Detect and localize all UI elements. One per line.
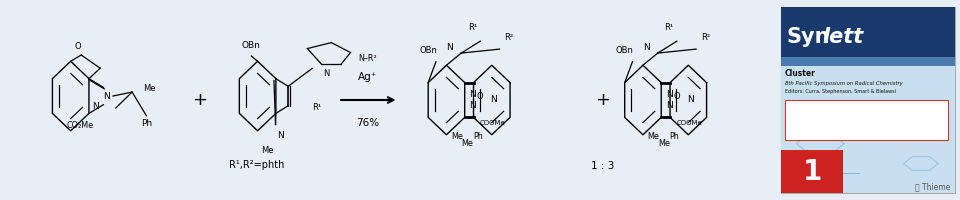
Text: OBn: OBn [615,46,634,55]
Text: N–R²: N–R² [358,54,377,63]
Text: Editors: Curra, Stephenson, Smart & Bielawsi: Editors: Curra, Stephenson, Smart & Biel… [785,89,896,94]
Text: Me: Me [143,84,156,93]
FancyBboxPatch shape [781,7,955,58]
Text: Syn: Syn [787,27,830,47]
Text: R¹: R¹ [468,23,477,32]
Text: COOMe: COOMe [677,120,702,126]
Text: O: O [673,92,680,101]
Text: Me: Me [451,132,463,141]
FancyBboxPatch shape [785,100,948,140]
Text: Ph: Ph [670,132,680,141]
Text: R²: R² [701,33,710,42]
Text: N: N [469,90,476,99]
Text: N: N [446,43,453,52]
Text: N: N [469,101,476,110]
Text: N: N [666,101,673,110]
Text: Me: Me [648,132,660,141]
Text: R²: R² [505,33,514,42]
Text: Me: Me [262,146,275,155]
Text: N: N [103,92,109,101]
Text: OBn: OBn [420,46,437,55]
Text: N: N [92,102,99,111]
Text: Ph: Ph [473,132,483,141]
FancyBboxPatch shape [781,58,955,193]
Text: 1: 1 [803,158,823,186]
Text: O: O [477,92,484,101]
Text: N: N [491,95,497,104]
Text: Cluster: Cluster [785,69,816,78]
Text: lett: lett [822,27,863,47]
Text: OBn: OBn [242,41,261,50]
Text: Ag⁺: Ag⁺ [358,72,377,82]
Text: COOMe: COOMe [480,120,506,126]
Text: R¹,R²=phth: R¹,R²=phth [228,160,284,170]
Text: 1 : 3: 1 : 3 [591,161,614,171]
FancyBboxPatch shape [781,7,955,193]
Text: Me: Me [659,139,670,148]
Text: N: N [324,69,329,78]
Text: Ⓣ Thieme: Ⓣ Thieme [915,182,950,191]
Text: 8th Pacific Symposium on Radical Chemistry: 8th Pacific Symposium on Radical Chemist… [785,81,902,86]
Text: +: + [193,91,207,109]
Text: O: O [74,42,81,51]
Text: N: N [687,95,694,104]
Text: N: N [666,90,673,99]
Text: R¹: R¹ [664,23,674,32]
Text: Me: Me [462,139,473,148]
Text: +: + [595,91,611,109]
Text: R¹: R¹ [312,103,322,112]
FancyBboxPatch shape [781,57,955,66]
Text: N: N [643,43,650,52]
Text: N: N [276,131,284,140]
Text: CO₂Me: CO₂Me [66,121,94,130]
Text: Ph: Ph [141,119,152,128]
FancyBboxPatch shape [781,150,843,193]
Text: 76%: 76% [356,118,379,128]
